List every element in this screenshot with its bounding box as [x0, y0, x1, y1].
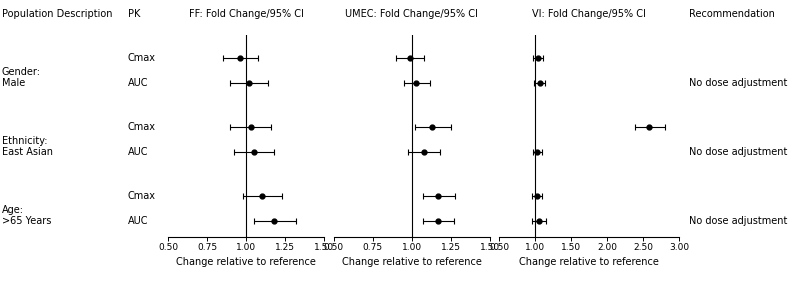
Text: Cmax: Cmax [128, 122, 156, 132]
Text: Recommendation: Recommendation [689, 9, 774, 19]
Text: Population Description: Population Description [2, 9, 112, 19]
Text: East Asian: East Asian [2, 147, 53, 157]
Text: Male: Male [2, 79, 25, 88]
Text: Age:: Age: [2, 205, 24, 215]
Text: Ethnicity:: Ethnicity: [2, 136, 47, 146]
Text: FF: Fold Change/95% CI: FF: Fold Change/95% CI [189, 9, 303, 19]
Text: >65 Years: >65 Years [2, 216, 51, 226]
Text: AUC: AUC [128, 216, 149, 226]
X-axis label: Change relative to reference: Change relative to reference [342, 257, 482, 267]
Text: AUC: AUC [128, 147, 149, 157]
X-axis label: Change relative to reference: Change relative to reference [176, 257, 316, 267]
Text: Cmax: Cmax [128, 191, 156, 201]
X-axis label: Change relative to reference: Change relative to reference [519, 257, 659, 267]
Text: No dose adjustment: No dose adjustment [689, 79, 787, 88]
Text: PK: PK [128, 9, 140, 19]
Text: Cmax: Cmax [128, 53, 156, 63]
Text: Gender:: Gender: [2, 67, 41, 77]
Text: UMEC: Fold Change/95% CI: UMEC: Fold Change/95% CI [345, 9, 478, 19]
Text: No dose adjustment: No dose adjustment [689, 147, 787, 157]
Text: VI: Fold Change/95% CI: VI: Fold Change/95% CI [532, 9, 646, 19]
Text: No dose adjustment: No dose adjustment [689, 216, 787, 226]
Text: AUC: AUC [128, 79, 149, 88]
